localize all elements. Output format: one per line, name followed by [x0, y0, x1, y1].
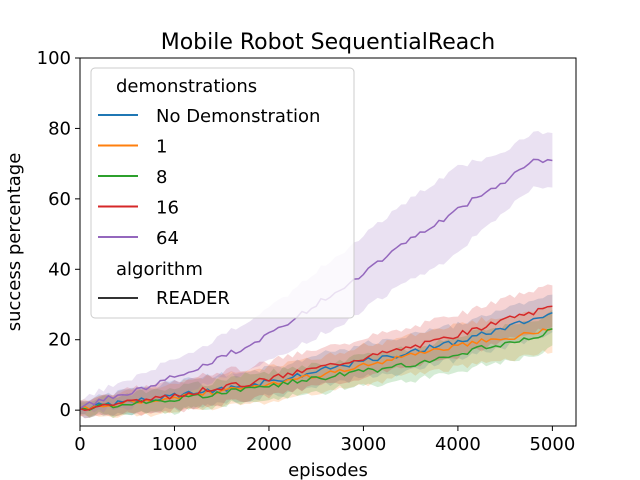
legend-entries: No Demonstration 1 8 16 64 — [98, 106, 320, 249]
x-tick-label: 5000 — [529, 434, 575, 455]
x-tick-label: 1000 — [152, 434, 198, 455]
x-tick-label: 0 — [74, 434, 85, 455]
x-tick-label: 4000 — [435, 434, 481, 455]
y-axis: 0 20 40 60 80 100 — [37, 48, 80, 421]
y-tick-label: 0 — [60, 400, 71, 421]
legend-style-title: algorithm — [116, 259, 203, 280]
confidence-bands — [80, 131, 553, 419]
legend-box — [90, 67, 355, 319]
y-tick-label: 60 — [48, 189, 71, 210]
legend-label: 8 — [156, 167, 167, 188]
y-tick-label: 40 — [48, 259, 71, 280]
chart-title: Mobile Robot SequentialReach — [161, 30, 496, 55]
line-16 — [79, 305, 553, 411]
line-8 — [79, 328, 553, 412]
band-64 — [80, 131, 553, 415]
y-tick-label: 20 — [48, 330, 71, 351]
band-no-demonstration — [80, 294, 553, 419]
legend: demonstrations No Demonstration 1 8 16 64 al… — [90, 67, 355, 319]
legend-label: 1 — [156, 137, 167, 158]
x-tick-label: 3000 — [341, 434, 387, 455]
legend-label: 16 — [156, 198, 179, 219]
y-tick-label: 100 — [37, 48, 71, 69]
legend-style-label: READER — [156, 288, 230, 309]
plot-frame — [79, 57, 577, 427]
x-tick-label: 2000 — [246, 434, 292, 455]
legend-hue-title: demonstrations — [116, 76, 257, 97]
band-8 — [80, 309, 553, 418]
legend-label: No Demonstration — [156, 106, 320, 127]
y-axis-label: success percentage — [4, 153, 25, 332]
band-1 — [80, 306, 553, 418]
x-axis-label: episodes — [288, 460, 368, 480]
legend-label: 64 — [156, 228, 179, 249]
y-tick-label: 80 — [48, 118, 71, 139]
band-16 — [80, 284, 553, 419]
x-axis: 0 1000 2000 3000 4000 5000 — [74, 426, 575, 455]
